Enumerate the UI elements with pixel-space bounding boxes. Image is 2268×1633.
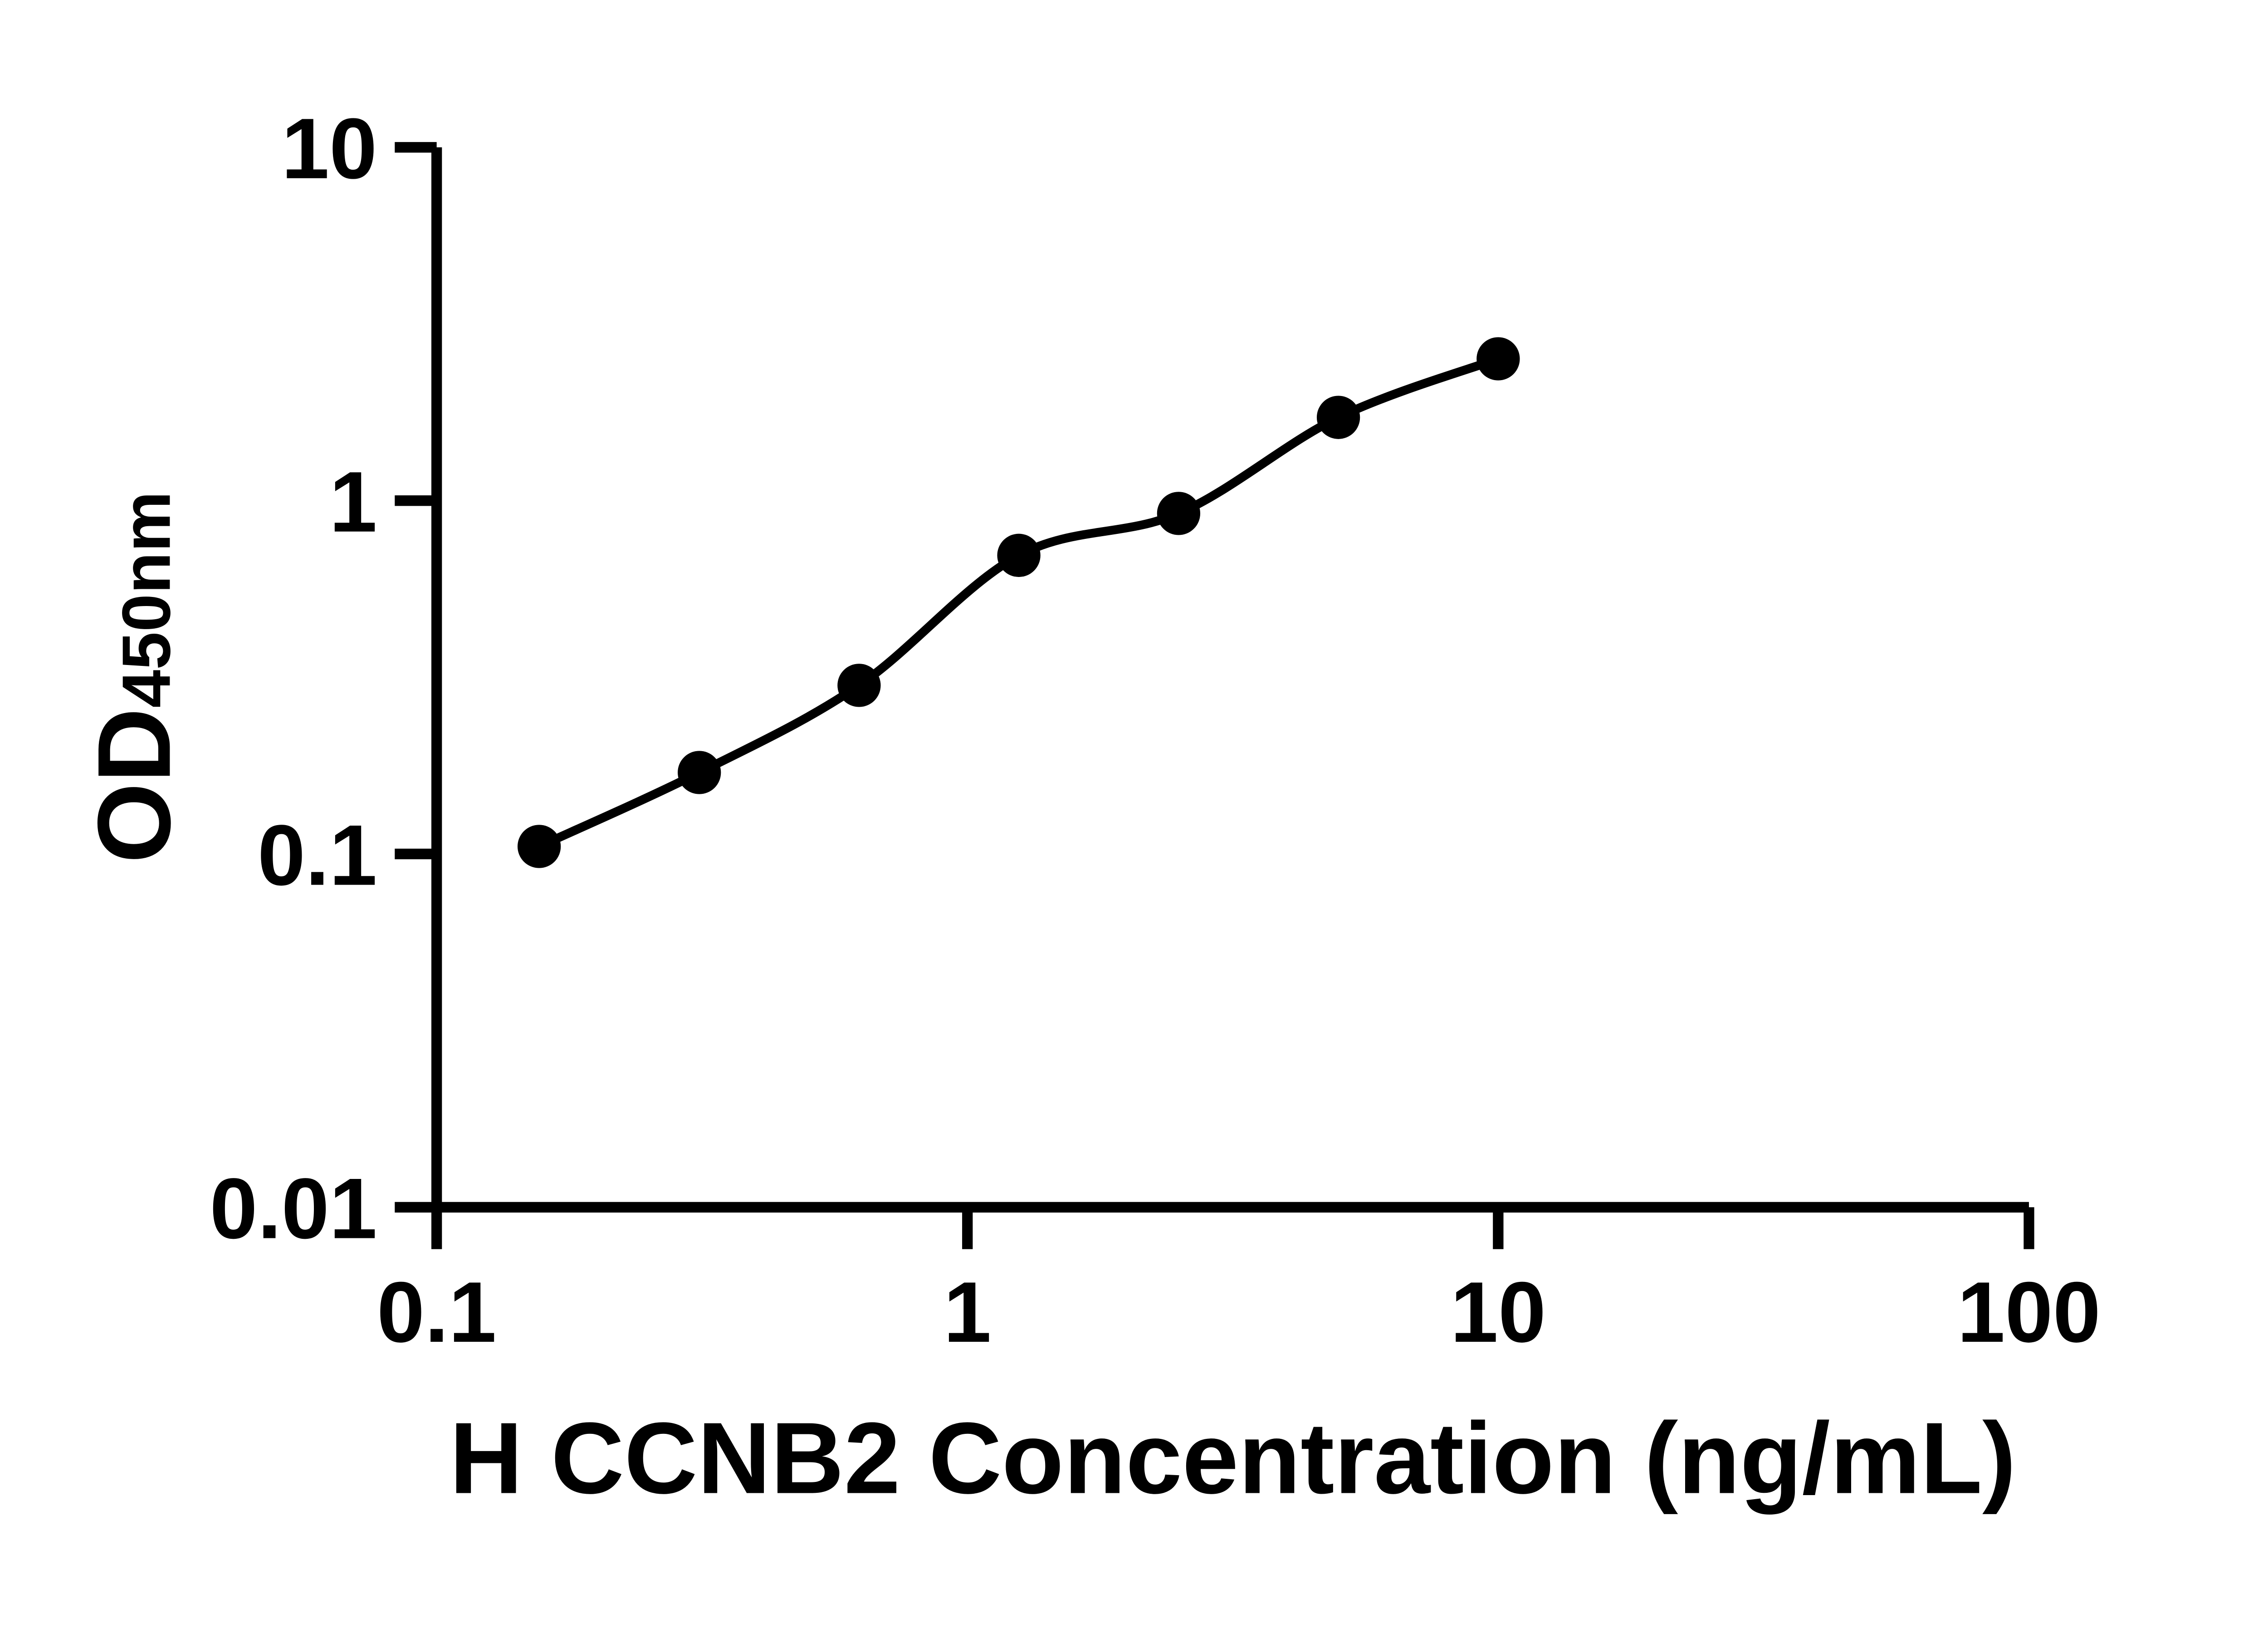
data-point xyxy=(1476,337,1520,381)
y-axis-title: OD450nm xyxy=(76,491,192,863)
x-tick-label: 0.1 xyxy=(377,1264,497,1360)
y-tick-label: 0.01 xyxy=(210,1160,377,1257)
axes-frame xyxy=(431,147,2029,1213)
y-tick-label: 0.1 xyxy=(258,807,377,904)
y-tick-label: 1 xyxy=(329,454,377,550)
x-tick-label: 100 xyxy=(1957,1264,2101,1360)
data-point xyxy=(1316,396,1360,439)
data-point xyxy=(837,664,881,707)
x-tick-label: 10 xyxy=(1450,1264,1546,1360)
y-axis-title-subscript: 450nm xyxy=(108,491,184,708)
y-axis-title-main: OD xyxy=(76,708,192,863)
data-point xyxy=(678,751,721,794)
x-axis-title: H CCNB2 Concentration (ng/mL) xyxy=(450,1402,2016,1515)
data-point xyxy=(1157,492,1201,535)
x-tick-label: 1 xyxy=(943,1264,991,1360)
y-tick-label: 10 xyxy=(281,101,377,197)
data-point xyxy=(997,533,1041,577)
data-point xyxy=(517,825,561,868)
